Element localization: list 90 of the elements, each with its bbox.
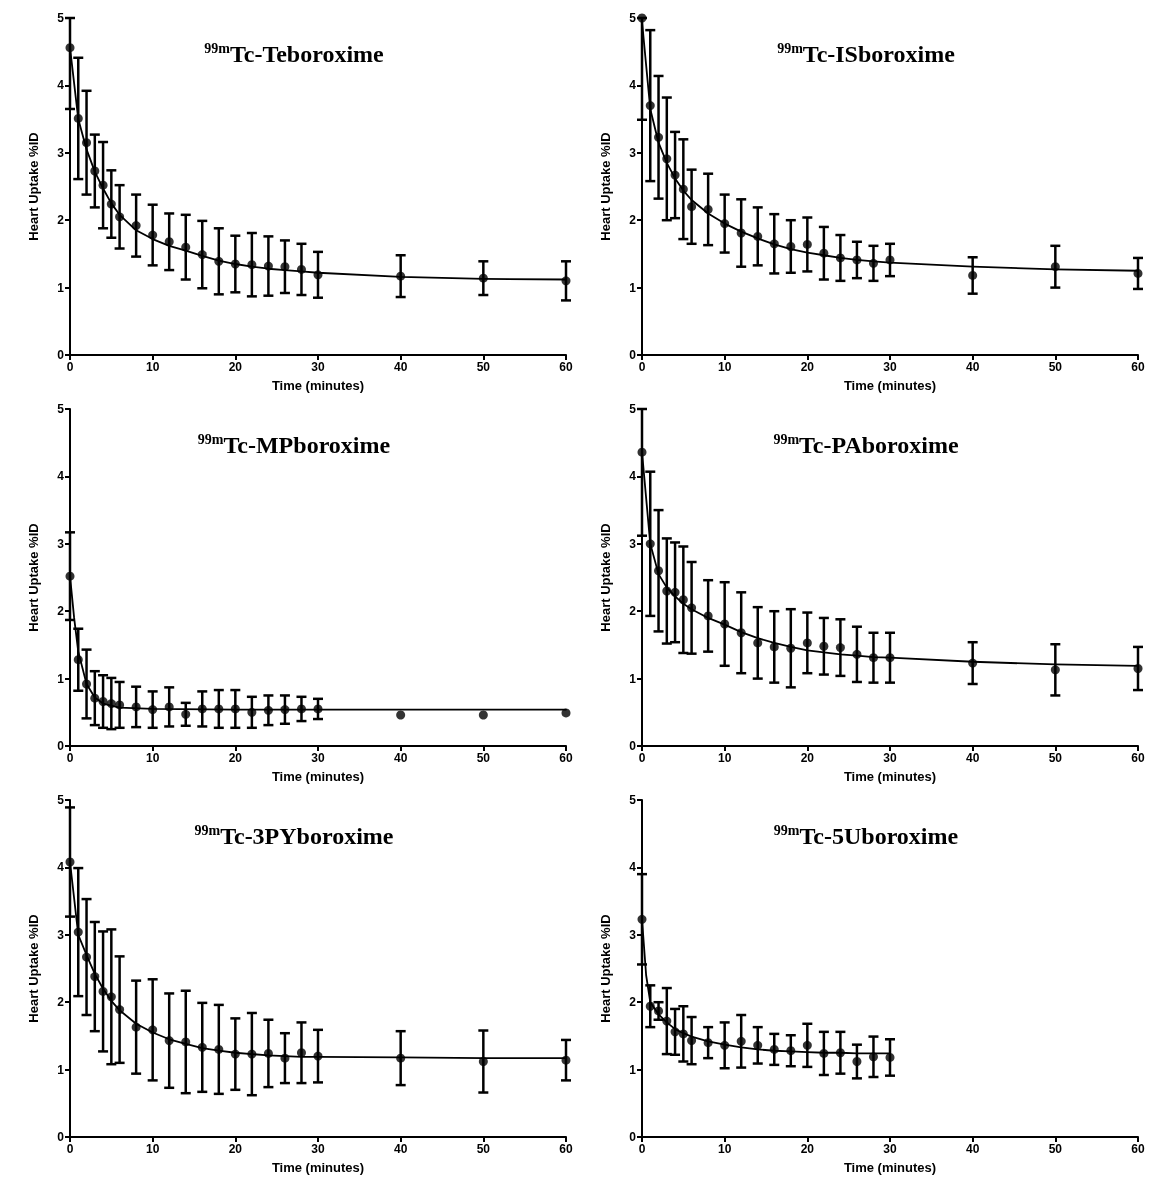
- y-axis-title: Heart Uptake %ID: [598, 132, 613, 241]
- x-tick-label: 50: [476, 1142, 491, 1156]
- y-tick-label: 2: [57, 213, 65, 228]
- y-tick-label: 3: [629, 536, 637, 551]
- y-tick-label: 3: [629, 145, 637, 160]
- y-tick-label: 5: [57, 402, 65, 416]
- y-tick-label: 5: [629, 402, 637, 416]
- y-tick-label: 5: [629, 793, 637, 807]
- x-tick-label: 60: [559, 751, 573, 765]
- x-tick-label: 40: [965, 751, 980, 765]
- x-axis-title: Time (minutes): [843, 1160, 937, 1175]
- x-tick-label: 60: [1131, 751, 1145, 765]
- x-tick-label: 60: [559, 360, 573, 374]
- y-tick-label: 0: [57, 348, 65, 362]
- x-tick-label: 60: [1131, 360, 1145, 374]
- y-tick-label: 4: [57, 78, 65, 93]
- x-tick-label: 40: [965, 1142, 980, 1156]
- x-tick-label: 30: [883, 751, 897, 765]
- x-tick-label: 40: [965, 360, 980, 374]
- x-axis-title: Time (minutes): [271, 769, 365, 784]
- x-tick-label: 10: [145, 1142, 160, 1156]
- x-tick-label: 10: [717, 360, 732, 374]
- x-tick-label: 10: [717, 1142, 732, 1156]
- y-tick-label: 2: [57, 604, 65, 619]
- y-tick-label: 5: [629, 11, 637, 25]
- y-tick-label: 2: [629, 604, 637, 619]
- y-tick-label: 0: [57, 1130, 65, 1144]
- y-tick-label: 1: [57, 280, 65, 295]
- x-tick-label: 50: [1048, 751, 1063, 765]
- x-tick-label: 60: [559, 1142, 573, 1156]
- x-tick-label: 40: [393, 360, 408, 374]
- x-axis-title: Time (minutes): [271, 1160, 365, 1175]
- x-tick-label: 20: [228, 751, 243, 765]
- x-tick-label: 20: [228, 1142, 243, 1156]
- x-tick-label: 10: [145, 751, 160, 765]
- x-tick-label: 20: [800, 1142, 815, 1156]
- x-axis-title: Time (minutes): [271, 378, 365, 393]
- y-tick-label: 2: [629, 213, 637, 228]
- y-tick-label: 3: [629, 927, 637, 942]
- y-axis-title: Heart Uptake %ID: [598, 914, 613, 1023]
- y-axis-title: Heart Uptake %ID: [26, 914, 41, 1023]
- x-tick-label: 10: [717, 751, 732, 765]
- x-tick-label: 30: [883, 360, 897, 374]
- y-tick-label: 0: [629, 739, 637, 753]
- x-tick-label: 10: [145, 360, 160, 374]
- x-tick-label: 50: [1048, 1142, 1063, 1156]
- y-tick-label: 1: [57, 671, 65, 686]
- x-tick-label: 0: [66, 360, 74, 374]
- y-tick-label: 5: [57, 793, 65, 807]
- y-tick-label: 4: [629, 860, 637, 875]
- y-tick-label: 1: [629, 671, 637, 686]
- x-tick-label: 0: [638, 1142, 646, 1156]
- y-tick-label: 0: [629, 348, 637, 362]
- x-tick-label: 50: [1048, 360, 1063, 374]
- x-tick-label: 60: [1131, 1142, 1145, 1156]
- y-tick-label: 0: [57, 739, 65, 753]
- y-tick-label: 4: [57, 469, 65, 484]
- y-tick-label: 4: [629, 469, 637, 484]
- y-tick-label: 1: [629, 1062, 637, 1077]
- x-tick-label: 0: [66, 751, 74, 765]
- y-tick-label: 1: [629, 280, 637, 295]
- x-axis-title: Time (minutes): [843, 769, 937, 784]
- x-tick-label: 30: [311, 360, 325, 374]
- y-tick-label: 4: [629, 78, 637, 93]
- x-tick-label: 30: [311, 1142, 325, 1156]
- x-axis-title: Time (minutes): [843, 378, 937, 393]
- x-tick-label: 40: [393, 751, 408, 765]
- x-tick-label: 20: [800, 360, 815, 374]
- x-tick-label: 20: [228, 360, 243, 374]
- y-tick-label: 3: [57, 927, 65, 942]
- y-axis-title: Heart Uptake %ID: [26, 523, 41, 632]
- x-tick-label: 0: [638, 751, 646, 765]
- x-tick-label: 0: [638, 360, 646, 374]
- y-tick-label: 2: [57, 995, 65, 1010]
- x-tick-label: 30: [311, 751, 325, 765]
- y-tick-label: 3: [57, 145, 65, 160]
- x-tick-label: 50: [476, 751, 491, 765]
- x-tick-label: 0: [66, 1142, 74, 1156]
- x-tick-label: 20: [800, 751, 815, 765]
- y-tick-label: 0: [629, 1130, 637, 1144]
- x-tick-label: 40: [393, 1142, 408, 1156]
- y-tick-label: 2: [629, 995, 637, 1010]
- x-tick-label: 30: [883, 1142, 897, 1156]
- y-tick-label: 1: [57, 1062, 65, 1077]
- y-tick-label: 3: [57, 536, 65, 551]
- y-tick-label: 5: [57, 11, 65, 25]
- y-axis-title: Heart Uptake %ID: [598, 523, 613, 632]
- x-tick-label: 50: [476, 360, 491, 374]
- y-tick-label: 4: [57, 860, 65, 875]
- y-axis-title: Heart Uptake %ID: [26, 132, 41, 241]
